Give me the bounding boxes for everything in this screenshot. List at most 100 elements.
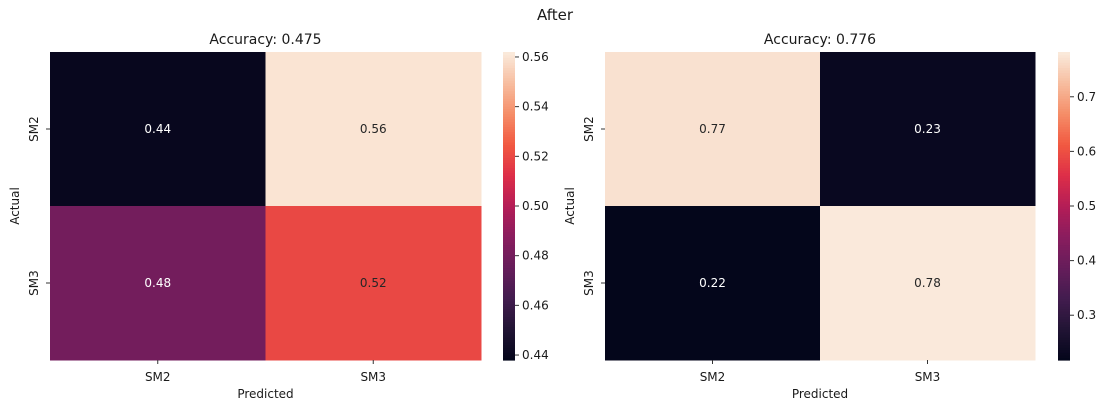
heatmap-cell bbox=[605, 52, 821, 207]
colorbar-segment bbox=[1058, 164, 1070, 169]
colorbar-segment bbox=[1058, 252, 1070, 256]
colorbar-segment bbox=[503, 154, 515, 158]
colorbar-segment bbox=[1058, 213, 1070, 217]
y-axis-label: Actual bbox=[563, 187, 577, 225]
colorbar-segment bbox=[1058, 69, 1070, 74]
colorbar-segment bbox=[1058, 116, 1070, 120]
colorbar-segment bbox=[1058, 85, 1070, 89]
colorbar-segment bbox=[503, 105, 515, 110]
colorbar-segment bbox=[1058, 52, 1070, 56]
colorbar-segment bbox=[1058, 195, 1070, 199]
colorbar-segment bbox=[1058, 98, 1070, 102]
colorbar-segment bbox=[1058, 105, 1070, 110]
colorbar-segment bbox=[1058, 121, 1070, 125]
colorbar-segment bbox=[503, 221, 515, 225]
colorbar-segment bbox=[1058, 308, 1070, 312]
colorbar-segment bbox=[503, 267, 515, 271]
colorbar-segment bbox=[503, 298, 515, 302]
colorbar-segment bbox=[1058, 216, 1070, 220]
colorbar-segment bbox=[503, 329, 515, 333]
colorbar-segment bbox=[1058, 136, 1070, 140]
colorbar-segment bbox=[1058, 311, 1070, 315]
colorbar-segment bbox=[503, 354, 515, 359]
colorbar-segment bbox=[503, 326, 515, 330]
colorbar-segment bbox=[1058, 170, 1070, 174]
colorbar-segment bbox=[503, 259, 515, 264]
colorbar-segment bbox=[1058, 157, 1070, 161]
colorbar-segment bbox=[503, 211, 515, 215]
panel-title: Accuracy: 0.475 bbox=[209, 32, 321, 48]
colorbar-tick-label: 0.6 bbox=[1077, 144, 1096, 158]
colorbar-segment bbox=[1058, 329, 1070, 333]
cell-value-label: 0.78 bbox=[914, 276, 941, 290]
colorbar-segment bbox=[1058, 62, 1070, 66]
colorbar-segment bbox=[1058, 188, 1070, 192]
colorbar-segment bbox=[503, 216, 515, 220]
colorbar-segment bbox=[503, 295, 515, 299]
colorbar-segment bbox=[503, 52, 515, 56]
colorbar-segment bbox=[1058, 141, 1070, 145]
colorbar-segment bbox=[1058, 95, 1070, 99]
colorbar-segment bbox=[1058, 231, 1070, 235]
colorbar-segment bbox=[503, 265, 515, 269]
colorbar-segment bbox=[1058, 144, 1070, 148]
colorbar-segment bbox=[503, 118, 515, 122]
colorbar-segment bbox=[503, 334, 515, 338]
colorbar-tick-label: 0.54 bbox=[522, 100, 549, 114]
colorbar-segment bbox=[503, 285, 515, 289]
colorbar-segment bbox=[503, 80, 515, 84]
colorbar-segment bbox=[1058, 336, 1070, 341]
colorbar-segment bbox=[503, 129, 515, 133]
colorbar-segment bbox=[503, 182, 515, 187]
colorbar-segment bbox=[503, 152, 515, 156]
colorbar-segment bbox=[1058, 221, 1070, 225]
colorbar-segment bbox=[1058, 244, 1070, 248]
cell-value-label: 0.77 bbox=[699, 122, 726, 136]
colorbar-segment bbox=[1058, 177, 1070, 181]
colorbar-segment bbox=[1058, 134, 1070, 138]
colorbar-segment bbox=[1058, 190, 1070, 194]
x-tick-label: SM3 bbox=[915, 370, 941, 384]
colorbar-tick-label: 0.5 bbox=[1077, 199, 1096, 213]
colorbar-segment bbox=[503, 313, 515, 317]
colorbar-segment bbox=[503, 229, 515, 233]
colorbar-segment bbox=[1058, 272, 1070, 276]
heatmap-cell bbox=[820, 206, 1036, 361]
colorbar-segment bbox=[1058, 239, 1070, 243]
colorbar-segment bbox=[1058, 182, 1070, 187]
colorbar-segment bbox=[1058, 270, 1070, 274]
colorbar-segment bbox=[503, 308, 515, 312]
colorbar-segment bbox=[1058, 262, 1070, 266]
colorbar-segment bbox=[1058, 167, 1070, 171]
colorbar-segment bbox=[503, 262, 515, 266]
colorbar-segment bbox=[503, 352, 515, 356]
colorbar-segment bbox=[1058, 283, 1070, 287]
colorbar-segment bbox=[503, 75, 515, 79]
colorbar-segment bbox=[503, 213, 515, 217]
colorbar-segment bbox=[503, 123, 515, 128]
colorbar-segment bbox=[1058, 185, 1070, 189]
colorbar-segment bbox=[503, 247, 515, 251]
colorbar-segment bbox=[503, 311, 515, 315]
heatmap-cell bbox=[265, 52, 482, 207]
colorbar-segment bbox=[1058, 82, 1070, 86]
colorbar-segment bbox=[503, 146, 515, 151]
colorbar-segment bbox=[1058, 123, 1070, 128]
colorbar-segment bbox=[503, 103, 515, 107]
colorbar-segment bbox=[503, 252, 515, 256]
colorbar-segment bbox=[503, 164, 515, 169]
colorbar-tick-label: 0.56 bbox=[522, 50, 549, 64]
colorbar-segment bbox=[503, 293, 515, 297]
colorbar-segment bbox=[1058, 200, 1070, 205]
x-axis-label: Predicted bbox=[792, 387, 848, 401]
colorbar-segment bbox=[503, 54, 515, 58]
colorbar-segment bbox=[1058, 298, 1070, 302]
cell-value-label: 0.56 bbox=[360, 122, 387, 136]
colorbar-segment bbox=[503, 141, 515, 145]
x-tick-label: SM2 bbox=[700, 370, 726, 384]
colorbar-segment bbox=[1058, 152, 1070, 156]
cell-value-label: 0.22 bbox=[699, 276, 726, 290]
colorbar-segment bbox=[1058, 321, 1070, 325]
cell-value-label: 0.23 bbox=[914, 122, 941, 136]
cell-value-label: 0.52 bbox=[360, 276, 387, 290]
